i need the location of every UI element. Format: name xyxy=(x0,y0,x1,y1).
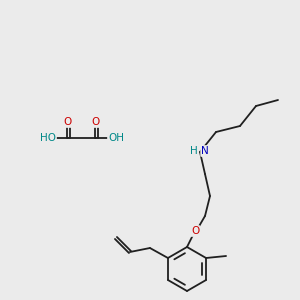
Text: O: O xyxy=(92,117,100,127)
Text: OH: OH xyxy=(108,133,124,143)
Text: O: O xyxy=(191,226,199,236)
Text: H: H xyxy=(190,146,198,156)
Text: HO: HO xyxy=(40,133,56,143)
Text: O: O xyxy=(64,117,72,127)
Text: N: N xyxy=(201,146,209,156)
